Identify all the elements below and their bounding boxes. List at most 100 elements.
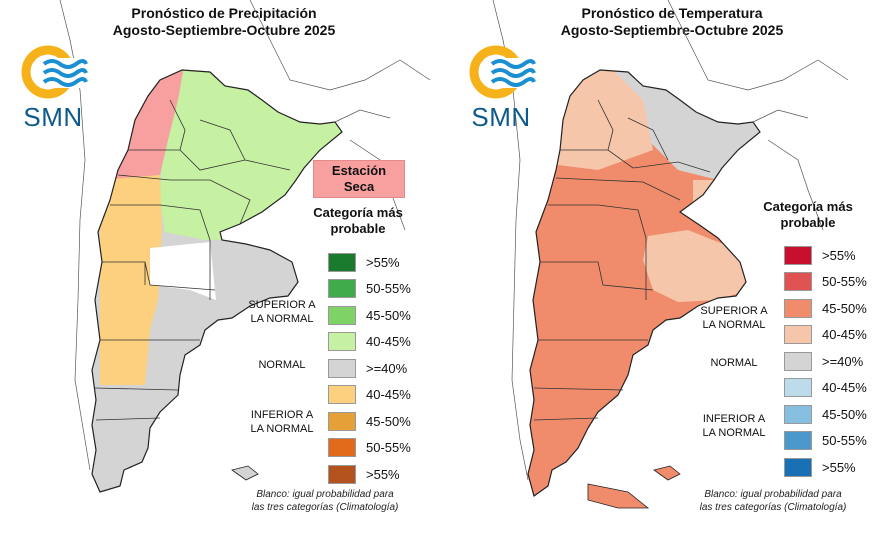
precip-title-line2: Agosto-Septiembre-Octubre 2025 (112, 22, 336, 38)
temp-map (492, 0, 849, 509)
legend-swatch (328, 464, 356, 484)
temp-inferior-line2: LA NORMAL (702, 427, 766, 439)
temp-footnote-line1: Blanco: igual probabilidad para (704, 489, 842, 500)
temp-legend-title-line1: Categoría más (763, 199, 853, 214)
smn-logo-icon (21, 45, 88, 99)
legend-row: 40-45% (328, 332, 411, 352)
precip-below-zone (100, 175, 162, 385)
temp-superior-line2: LA NORMAL (702, 319, 766, 331)
temp-above-40-nw-zone (538, 70, 653, 170)
precip-footnote: Blanco: igual probabilidad para las tres… (210, 488, 440, 514)
temp-above-40-east-zone (643, 230, 748, 302)
precip-inferior-line1: INFERIOR A (250, 409, 314, 421)
legend-label: >55% (822, 459, 856, 475)
legend-swatch (328, 385, 356, 404)
temp-footnote: Blanco: igual probabilidad para las tres… (658, 488, 888, 514)
precip-normal-label: NORMAL (258, 359, 306, 371)
precipitation-panel: Pronóstico de Precipitación Agosto-Septi… (18, 0, 440, 514)
legend-row: >55% (328, 464, 400, 484)
precip-logo-text: SMN (23, 102, 83, 132)
legend-label: 50-55% (366, 440, 411, 455)
temp-title-line2: Agosto-Septiembre-Octubre 2025 (560, 22, 784, 38)
precip-footnote-line1: Blanco: igual probabilidad para (256, 489, 394, 500)
legend-row: 40-45% (328, 385, 411, 405)
precip-smn-logo: SMN (18, 44, 88, 132)
temp-inferior-label: INFERIOR A LA NORMAL (690, 412, 778, 440)
legend-label: >55% (366, 466, 400, 482)
legend-label: 50-55% (822, 433, 867, 448)
legend-label: 40-45% (822, 327, 867, 342)
legend-swatch (784, 457, 812, 477)
legend-swatch (328, 358, 356, 378)
temp-title-line1: Pronóstico de Temperatura (581, 5, 763, 21)
precip-superior-line2: LA NORMAL (250, 313, 314, 325)
legend-swatch (784, 378, 812, 397)
legend-label: 40-45% (366, 387, 411, 402)
legend-swatch (784, 325, 812, 344)
legend-row: >55% (784, 457, 856, 477)
precip-title-line1: Pronóstico de Precipitación (131, 5, 317, 21)
temp-legend-title: Categoría más probable (748, 199, 868, 231)
temperature-panel: Pronóstico de Temperatura Agosto-Septiem… (448, 0, 896, 534)
legend-row: >=40% (328, 358, 407, 378)
dry-season-line1: Estación (331, 163, 387, 178)
smn-logo-icon (469, 45, 536, 99)
legend-row: 50-55% (328, 438, 411, 458)
legend-swatch (328, 252, 356, 272)
precip-inferior-line2: LA NORMAL (250, 423, 314, 435)
precip-map (59, 0, 431, 493)
legend-swatch (784, 351, 812, 371)
legend-row: 40-45% (784, 378, 867, 398)
legend-row: 45-50% (784, 404, 867, 424)
legend-label: >=40% (822, 353, 864, 369)
legend-label: 45-50% (366, 413, 411, 429)
legend-swatch (784, 404, 812, 424)
temp-logo-text: SMN (471, 102, 531, 132)
precip-inferior-label: INFERIOR A LA NORMAL (238, 408, 326, 436)
precip-legend-title-line2: probable (330, 221, 386, 236)
legend-row: 40-45% (784, 325, 867, 345)
legend-label: >55% (822, 247, 856, 263)
legend-swatch (328, 438, 356, 457)
legend-swatch (328, 305, 356, 325)
legend-row: 50-55% (328, 279, 411, 299)
legend-label: 40-45% (366, 334, 411, 349)
dry-season-line2: Seca (343, 179, 375, 194)
temp-inferior-line1: INFERIOR A (702, 413, 766, 425)
legend-row: >55% (784, 245, 856, 265)
temp-footnote-line2: las tres categorías (Climatología) (699, 502, 847, 513)
legend-label: >55% (366, 254, 400, 270)
precip-legend-title-line1: Categoría más (313, 205, 403, 220)
legend-label: 45-50% (366, 307, 411, 323)
precip-climatology-zone (150, 242, 216, 300)
precip-superior-line1: SUPERIOR A (248, 299, 316, 311)
dry-season-badge: Estación Seca (313, 160, 405, 198)
legend-label: 50-55% (366, 281, 411, 296)
legend-swatch (784, 298, 812, 318)
legend-label: >=40% (366, 360, 408, 376)
precip-legend-title: Categoría más probable (298, 205, 418, 237)
temp-superior-line1: SUPERIOR A (700, 305, 768, 317)
legend-label: 45-50% (822, 406, 867, 422)
legend-row: 50-55% (784, 431, 867, 451)
legend-row: 45-50% (328, 305, 411, 325)
legend-row: >=40% (784, 351, 863, 371)
legend-label: 40-45% (822, 380, 867, 395)
legend-swatch (784, 245, 812, 265)
legend-swatch (328, 411, 356, 431)
temp-legend-title-line2: probable (780, 215, 836, 230)
precip-superior-label: SUPERIOR A LA NORMAL (238, 298, 326, 326)
temp-title: Pronóstico de Temperatura Agosto-Septiem… (448, 5, 896, 39)
legend-row: 45-50% (328, 411, 411, 431)
legend-swatch (328, 279, 356, 298)
legend-swatch (784, 431, 812, 450)
precip-footnote-line2: las tres categorías (Climatología) (251, 502, 399, 513)
temp-normal-label: NORMAL (710, 357, 758, 369)
legend-row: 45-50% (784, 298, 867, 318)
legend-swatch (328, 332, 356, 351)
legend-label: 45-50% (822, 300, 867, 316)
temp-superior-label: SUPERIOR A LA NORMAL (690, 304, 778, 332)
legend-swatch (784, 272, 812, 291)
temp-smn-logo: SMN (466, 44, 536, 132)
temp-above-40-litoral-zone (693, 180, 733, 225)
